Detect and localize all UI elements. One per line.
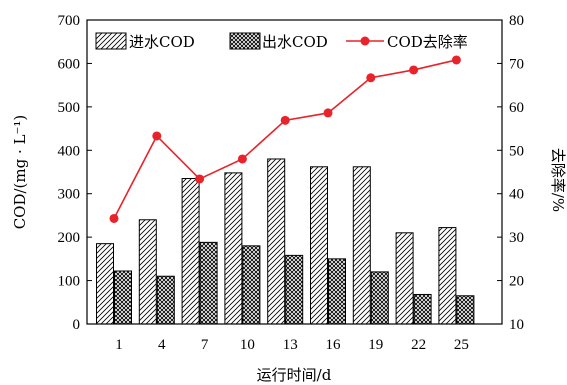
- right-tick-label-20: 20: [509, 274, 524, 290]
- legend-label-effluent: 出水COD: [262, 33, 328, 51]
- x-tick-label-13: 13: [283, 337, 298, 353]
- x-axis-title: 运行时间/d: [257, 366, 332, 384]
- left-tick-label-400: 400: [58, 143, 81, 159]
- legend-swatch-effluent: [229, 32, 261, 50]
- x-tick-label-10: 10: [240, 337, 255, 353]
- left-tick-label-0: 0: [73, 317, 81, 333]
- removal-rate-point-1: [109, 213, 119, 223]
- bar-influent-16: [310, 166, 328, 325]
- x-tick-label-19: 19: [368, 337, 383, 353]
- bar-influent-1: [96, 243, 114, 325]
- removal-rate-point-16: [323, 108, 333, 118]
- right-tick-label-60: 60: [509, 100, 524, 116]
- bar-influent-25: [438, 227, 457, 325]
- x-tick-label-1: 1: [115, 337, 123, 353]
- plot-frame: [86, 19, 503, 325]
- removal-rate-point-10: [237, 154, 247, 164]
- right-tick-label-70: 70: [509, 56, 524, 72]
- bar-effluent-7: [199, 241, 218, 325]
- right-tick-label-10: 10: [509, 317, 524, 333]
- removal-rate-point-22: [409, 65, 419, 75]
- bar-effluent-16: [328, 258, 346, 325]
- left-tick-label-700: 700: [58, 13, 81, 29]
- x-tick-label-7: 7: [201, 337, 209, 353]
- removal-rate-point-4: [152, 131, 162, 141]
- x-tick-label-16: 16: [326, 337, 342, 353]
- bar-influent-13: [267, 158, 286, 325]
- legend-item-effluent: 出水COD: [229, 32, 328, 51]
- bar-effluent-1: [114, 270, 132, 325]
- right-tick-label-80: 80: [509, 13, 524, 29]
- right-tick-label-50: 50: [509, 143, 524, 159]
- removal-rate-point-19: [366, 73, 376, 83]
- legend-swatch-influent: [95, 32, 127, 50]
- y2-axis-title: 去除率/%: [549, 148, 567, 212]
- bar-effluent-10: [242, 245, 261, 325]
- x-axis-ticks: 1 4 7 10 13 16 19 22 25: [113, 319, 469, 353]
- bar-influent-4: [138, 219, 157, 325]
- left-tick-label-200: 200: [58, 230, 81, 246]
- series-effluent-bars: [114, 241, 475, 325]
- left-tick-label-600: 600: [58, 56, 81, 72]
- bar-effluent-4: [156, 275, 175, 325]
- bar-effluent-25: [456, 295, 475, 325]
- left-tick-label-500: 500: [58, 100, 81, 116]
- bar-effluent-13: [285, 254, 304, 325]
- left-tick-label-100: 100: [58, 274, 81, 290]
- legend-label-removal-rate: COD去除率: [387, 33, 468, 51]
- legend-marker-removal-rate: [360, 36, 370, 46]
- bar-effluent-19: [370, 271, 389, 325]
- legend: 进水COD 出水COD COD去除率: [95, 32, 468, 51]
- legend-label-influent: 进水COD: [129, 33, 195, 51]
- bar-effluent-22: [413, 293, 432, 325]
- right-axis-ticks: 10 20 30 40 50 60 70 80: [497, 13, 524, 333]
- removal-rate-point-25: [451, 55, 461, 65]
- x-tick-label-25: 25: [454, 337, 469, 353]
- removal-rate-point-7: [195, 174, 205, 184]
- series-influent-bars: [96, 158, 457, 325]
- right-tick-label-40: 40: [509, 187, 524, 203]
- y-axis-title: COD/(mg · L⁻¹): [11, 115, 29, 230]
- bar-influent-22: [395, 232, 414, 325]
- x-tick-label-4: 4: [158, 337, 166, 353]
- x-tick-label-22: 22: [411, 337, 426, 353]
- bar-influent-10: [224, 172, 243, 325]
- bar-influent-7: [181, 178, 200, 325]
- bar-influent-19: [352, 166, 371, 325]
- series-removal-rate: [109, 55, 461, 223]
- left-axis-ticks: 0 100 200 300 400 500 600 700: [58, 13, 92, 333]
- left-tick-label-300: 300: [58, 187, 81, 203]
- removal-rate-point-13: [280, 115, 290, 125]
- legend-item-removal-rate: COD去除率: [346, 33, 468, 51]
- plot-area: [86, 19, 503, 325]
- right-tick-label-30: 30: [509, 230, 524, 246]
- legend-item-influent: 进水COD: [95, 32, 195, 51]
